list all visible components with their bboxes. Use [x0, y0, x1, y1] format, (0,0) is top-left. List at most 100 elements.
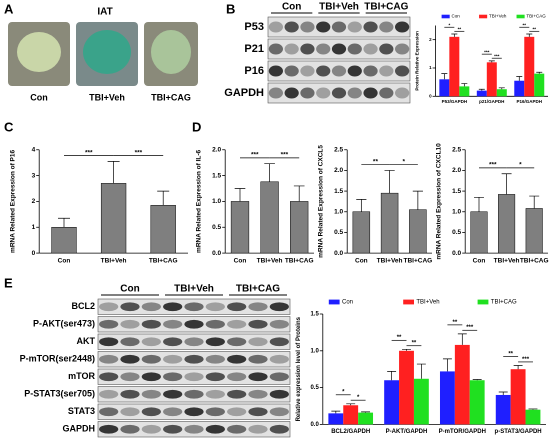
blot-band: [120, 424, 140, 434]
blot-band: [331, 87, 347, 99]
y-tick-label: 0.0: [334, 250, 343, 257]
y-tick-label: 1.5: [212, 172, 221, 179]
y-axis-label: Protein Relative Expression: [414, 31, 419, 91]
blot-row-label: P-AKT(ser473): [33, 319, 95, 329]
y-axis-label: mRNA Related Expression of CXCL5: [317, 145, 324, 258]
bar: [399, 350, 414, 425]
blot-band: [284, 87, 299, 99]
blot-band: [184, 389, 204, 399]
significance-label: ***: [85, 149, 93, 156]
y-tick-label: 2.0: [212, 146, 221, 153]
y-tick-label: 4: [32, 146, 36, 153]
error-bar: [346, 403, 356, 406]
blot-band: [120, 302, 140, 312]
legend-swatch: [516, 14, 525, 19]
bar: [413, 378, 429, 425]
blot-band: [205, 354, 225, 364]
blot-row-label: P-mTOR(ser2448): [20, 354, 95, 364]
x-tick-label: TBI+Veh: [377, 258, 403, 265]
y-tick-label: 0.0: [212, 250, 221, 257]
error-bar: [157, 190, 170, 206]
error-bar: [501, 173, 512, 195]
y-tick-label: 1.0: [334, 208, 343, 215]
error-bar: [498, 87, 505, 90]
blot-column-label: TBI+Veh: [319, 2, 359, 13]
x-tick-label: TBI+Veh: [494, 258, 520, 265]
error-bar: [529, 195, 540, 209]
error-bar: [461, 83, 468, 87]
blot-band: [269, 407, 289, 417]
panel-letter: A: [4, 1, 14, 16]
bar: [358, 412, 374, 425]
blot-band: [248, 337, 268, 347]
blot-band: [300, 21, 315, 33]
blot-band: [99, 319, 119, 329]
error-bar: [513, 365, 523, 370]
blot-band: [120, 372, 140, 382]
blot-band: [284, 65, 299, 77]
bar: [230, 201, 250, 254]
error-bar: [416, 363, 426, 379]
blot-band: [347, 87, 362, 99]
y-tick-label: 2.5: [334, 146, 343, 153]
blot-row: [97, 333, 291, 350]
blot-band: [141, 337, 161, 347]
blot-band: [163, 424, 183, 434]
y-tick-label: 1.0: [212, 198, 221, 205]
x-tick-label: p-STAT3/GAPDH: [495, 429, 542, 435]
bar: [534, 73, 545, 97]
blot-band: [205, 319, 225, 329]
tissue-label: Con: [30, 92, 48, 102]
blot-band: [184, 424, 204, 434]
error-bar: [234, 188, 246, 202]
legend-label: TBI+CAG: [526, 14, 546, 19]
blot-row-label: mTOR: [68, 371, 95, 381]
error-bar: [384, 170, 395, 194]
legend-swatch: [441, 14, 450, 19]
bar: [498, 194, 516, 254]
blot-band: [205, 372, 225, 382]
bar: [496, 89, 507, 97]
blot-band: [268, 87, 283, 99]
blot-band: [347, 21, 362, 33]
error-bar: [441, 73, 448, 80]
error-bar: [412, 190, 423, 210]
blot-band: [300, 87, 315, 99]
bar: [352, 211, 371, 254]
blot-band: [379, 87, 394, 99]
bar: [290, 201, 309, 254]
significance-label: ***: [466, 325, 474, 331]
blot-band: [163, 389, 183, 399]
panel-letter: E: [4, 275, 13, 290]
blot-band: [120, 337, 140, 347]
x-tick-label: P-mTOR/GAPDH: [439, 429, 486, 435]
significance-label: ***: [484, 49, 490, 54]
significance-label: *: [357, 395, 360, 401]
blot-band: [248, 424, 268, 434]
significance-label: *: [402, 158, 405, 165]
significance-label: **: [508, 351, 513, 357]
bar: [51, 227, 77, 254]
tissue: [17, 32, 61, 72]
blot-band: [379, 21, 394, 33]
blot-band: [163, 354, 183, 364]
y-axis-label: mRNA Related Expression of P16: [9, 150, 16, 253]
blot-column-label: Con: [282, 2, 301, 13]
bar: [343, 405, 359, 425]
legend-swatch: [328, 299, 340, 305]
bar: [384, 380, 400, 425]
significance-label: **: [458, 26, 462, 31]
error-bar: [474, 196, 484, 212]
blot-band: [141, 389, 161, 399]
bar: [469, 380, 485, 425]
significance-label: *: [342, 390, 345, 396]
x-tick-label: Con: [473, 258, 486, 265]
error-bar: [536, 71, 543, 74]
blot-row-label: P21: [244, 43, 264, 55]
significance-label: ***: [522, 357, 530, 363]
significance-label: *: [448, 22, 450, 27]
significance-label: **: [523, 22, 527, 27]
y-tick-label: 1.0: [310, 348, 319, 354]
blot-band: [163, 337, 183, 347]
